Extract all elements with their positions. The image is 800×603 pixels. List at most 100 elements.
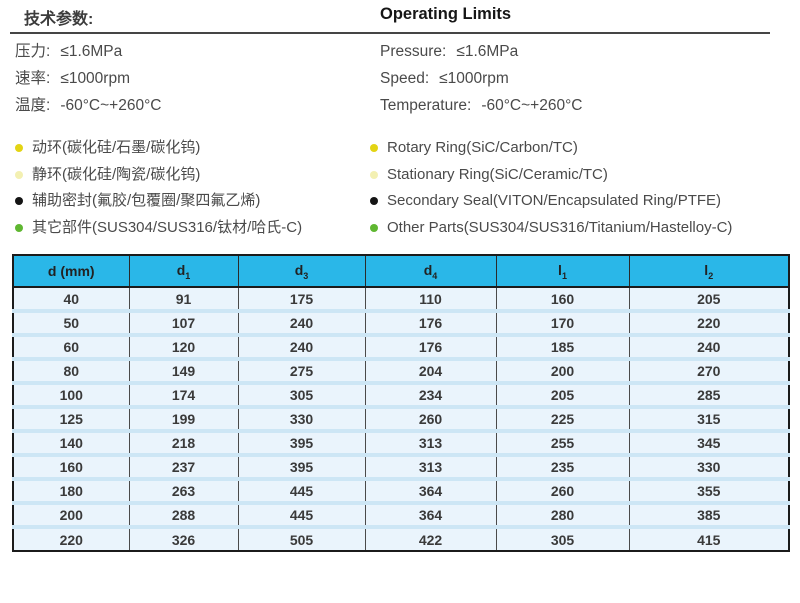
- table-cell: 91: [128, 287, 238, 313]
- table-cell: 174: [128, 383, 238, 409]
- spec-label: Speed:: [380, 70, 430, 87]
- table-cell: 120: [128, 335, 238, 361]
- table-row: 180 263 445 364 260 355: [13, 479, 789, 505]
- material-label: Other Parts(SUS304/SUS316/Titanium/Haste…: [387, 218, 733, 236]
- spec-value: -60°C~+260°C: [481, 97, 583, 114]
- table-cell: 355: [628, 479, 789, 505]
- table-row: 200 288 445 364 280 385: [13, 503, 789, 529]
- spec-title-en: Operating Limits: [380, 5, 512, 23]
- table-cell: 107: [128, 311, 238, 337]
- table-cell: 288: [128, 503, 238, 529]
- table-cell: 240: [237, 335, 365, 361]
- table-cell: 270: [628, 359, 789, 385]
- column-header: d3: [237, 255, 365, 288]
- table-cell: 220: [628, 311, 789, 337]
- table-cell: 415: [628, 527, 789, 551]
- table-body: 40 91 175 110 160 205 50 107 240 176 170 220 60 120 24…: [13, 287, 789, 551]
- spec-row: 压力: ≤1.6MPa: [15, 38, 370, 65]
- material-label: Rotary Ring(SiC/Carbon/TC): [387, 139, 578, 156]
- table-header-row: d (mm) d1 d3 d4 l1 l2: [13, 255, 789, 288]
- table-cell: 240: [628, 335, 789, 361]
- table-cell: 395: [237, 455, 365, 481]
- table-cell: 185: [495, 335, 629, 361]
- table-cell: 330: [237, 407, 365, 433]
- table-cell: 234: [364, 383, 496, 409]
- table-row: 220 326 505 422 305 415: [13, 527, 789, 551]
- spec-label: Pressure:: [380, 43, 447, 60]
- table-cell: 263: [128, 479, 238, 505]
- table-cell: 218: [128, 431, 238, 457]
- table-cell: 330: [628, 455, 789, 481]
- table-cell: 275: [237, 359, 365, 385]
- table-cell: 260: [495, 479, 629, 505]
- table-cell: 422: [364, 527, 496, 551]
- table-cell: 345: [628, 431, 789, 457]
- spec-label: 速率:: [15, 70, 51, 87]
- spec-label: 压力:: [15, 43, 51, 60]
- spec-value: ≤1.6MPa: [456, 43, 519, 60]
- table-cell: 80: [13, 359, 129, 385]
- spec-column-en: Pressure: ≤1.6MPa Speed: ≤1000rpm Temperatur…: [370, 38, 800, 119]
- table-row: 50 107 240 176 170 220: [13, 311, 789, 337]
- table-cell: 305: [237, 383, 365, 409]
- table-row: 80 149 275 204 200 270: [13, 359, 789, 385]
- table-row: 160 237 395 313 235 330: [13, 455, 789, 481]
- bullet-icon: [15, 144, 23, 153]
- table-cell: 260: [364, 407, 496, 433]
- materials-column-zh: 动环(碳化硅/石墨/碳化钨) 静环(碳化硅/陶瓷/碳化钨) 辅助密封(氟胶/包覆圈/…: [15, 135, 370, 241]
- table-cell: 110: [364, 287, 496, 313]
- table-row: 40 91 175 110 160 205: [13, 287, 789, 313]
- table-cell: 140: [13, 431, 129, 457]
- table-cell: 170: [495, 311, 629, 337]
- spec-value: ≤1000rpm: [439, 70, 509, 87]
- material-item: Other Parts(SUS304/SUS316/Titanium/Haste…: [370, 215, 800, 242]
- table-cell: 313: [364, 431, 496, 457]
- table-cell: 255: [495, 431, 629, 457]
- materials-section: 动环(碳化硅/石墨/碳化钨) 静环(碳化硅/陶瓷/碳化钨) 辅助密封(氟胶/包覆圈/…: [0, 135, 800, 241]
- table-row: 100 174 305 234 205 285: [13, 383, 789, 409]
- table-row: 140 218 395 313 255 345: [13, 431, 789, 457]
- spec-label: Temperature:: [380, 97, 472, 114]
- material-item: Stationary Ring(SiC/Ceramic/TC): [370, 162, 800, 189]
- table-cell: 313: [364, 455, 496, 481]
- bullet-icon: [370, 170, 378, 179]
- table-cell: 235: [495, 455, 629, 481]
- column-header: l2: [628, 255, 789, 288]
- table-cell: 175: [237, 287, 365, 313]
- table-cell: 220: [13, 527, 129, 551]
- bullet-icon: [15, 197, 23, 206]
- table-cell: 125: [13, 407, 129, 433]
- material-item: Secondary Seal(VITON/Encapsulated Ring/P…: [370, 188, 800, 215]
- spec-label: 温度:: [15, 97, 51, 114]
- material-label: 其它部件(SUS304/SUS316/钛材/哈氏-C): [32, 218, 303, 236]
- table-cell: 445: [237, 503, 365, 529]
- material-item: 其它部件(SUS304/SUS316/钛材/哈氏-C): [15, 215, 370, 242]
- material-item: 动环(碳化硅/石墨/碳化钨): [15, 135, 370, 162]
- table-cell: 100: [13, 383, 129, 409]
- column-header: l1: [495, 255, 629, 288]
- table-row: 125 199 330 260 225 315: [13, 407, 789, 433]
- table-cell: 326: [128, 527, 238, 551]
- spec-section: 压力: ≤1.6MPa 速率: ≤1000rpm 温度: -60°C~+260°C Pre…: [0, 38, 800, 119]
- table-cell: 225: [495, 407, 629, 433]
- material-label: 辅助密封(氟胶/包覆圈/聚四氟乙烯): [32, 192, 261, 209]
- spec-value: -60°C~+260°C: [60, 97, 162, 114]
- material-label: 动环(碳化硅/石墨/碳化钨): [32, 139, 201, 156]
- table-cell: 160: [495, 287, 629, 313]
- table-cell: 176: [364, 335, 496, 361]
- table-cell: 50: [13, 311, 129, 337]
- material-item: 静环(碳化硅/陶瓷/碳化钨): [15, 162, 370, 189]
- table-cell: 364: [364, 479, 496, 505]
- material-label: Stationary Ring(SiC/Ceramic/TC): [387, 165, 608, 183]
- materials-column-en: Rotary Ring(SiC/Carbon/TC) Stationary Rin…: [370, 135, 800, 241]
- bullet-icon: [15, 223, 23, 232]
- spec-row: Speed: ≤1000rpm: [380, 65, 800, 92]
- bullet-icon: [15, 170, 23, 179]
- table-cell: 385: [628, 503, 789, 529]
- spec-row: 速率: ≤1000rpm: [15, 65, 370, 92]
- spec-row: Pressure: ≤1.6MPa: [380, 38, 800, 65]
- table-cell: 305: [495, 527, 629, 551]
- table-cell: 200: [495, 359, 629, 385]
- table-cell: 204: [364, 359, 496, 385]
- table-cell: 205: [495, 383, 629, 409]
